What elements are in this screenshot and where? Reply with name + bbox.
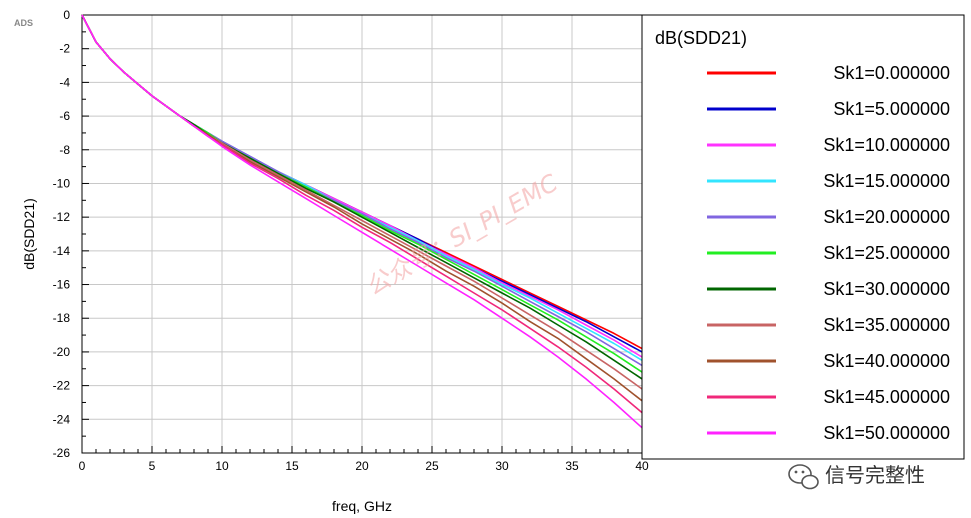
series-layer (81, 14, 643, 429)
y-tick-label: -14 (53, 244, 71, 258)
x-tick-label: 35 (565, 459, 579, 473)
y-tick-label: -6 (59, 109, 70, 123)
footer-text: 信号完整性 (825, 463, 925, 487)
legend-entry-label: Sk1=25.000000 (823, 243, 950, 263)
footer-brand: 信号完整性 (788, 463, 925, 490)
y-axis-title: dB(SDD21) (21, 198, 37, 270)
legend-title: dB(SDD21) (655, 28, 747, 48)
y-tick-label: -10 (53, 176, 71, 190)
legend: dB(SDD21) Sk1=0.000000 Sk1=5.000000 Sk1=10… (641, 14, 965, 460)
series-line (81, 14, 643, 429)
legend-entry-label: Sk1=50.000000 (823, 423, 950, 443)
y-tick-label: -24 (53, 412, 71, 426)
legend-entry-label: Sk1=15.000000 (823, 171, 950, 191)
y-tick-label: -4 (59, 75, 70, 89)
y-tick-label: -12 (53, 210, 71, 224)
legend-entry-label: Sk1=35.000000 (823, 315, 950, 335)
x-tick-label: 15 (285, 459, 299, 473)
x-tick-label: 0 (79, 459, 86, 473)
legend-entry-label: Sk1=20.000000 (823, 207, 950, 227)
x-tick-label: 25 (425, 459, 439, 473)
legend-entry-label: Sk1=30.000000 (823, 279, 950, 299)
legend-entry-label: Sk1=40.000000 (823, 351, 950, 371)
y-tick-label: -18 (53, 311, 71, 325)
y-tick-label: -2 (59, 42, 70, 56)
y-tick-label: -26 (53, 446, 71, 460)
y-tick-label: -16 (53, 278, 71, 292)
ads-label: ADS (14, 18, 33, 28)
legend-entry-label: Sk1=10.000000 (823, 135, 950, 155)
x-tick-label: 30 (495, 459, 509, 473)
grid-layer (81, 14, 643, 454)
x-tick-label: 10 (215, 459, 229, 473)
legend-box (641, 14, 965, 460)
y-tick-label: 0 (63, 8, 70, 22)
y-tick-label: -8 (59, 143, 70, 157)
y-tick-label: -22 (53, 379, 71, 393)
y-tick-label: -20 (53, 345, 71, 359)
legend-entry-label: Sk1=45.000000 (823, 387, 950, 407)
wechat-icon (788, 464, 819, 490)
legend-entry-label: Sk1=5.000000 (833, 99, 950, 119)
x-tick-label: 40 (635, 459, 649, 473)
legend-entry-label: Sk1=0.000000 (833, 63, 950, 83)
x-tick-label: 20 (355, 459, 369, 473)
x-tick-label: 5 (149, 459, 156, 473)
x-axis-title: freq, GHz (332, 498, 392, 514)
